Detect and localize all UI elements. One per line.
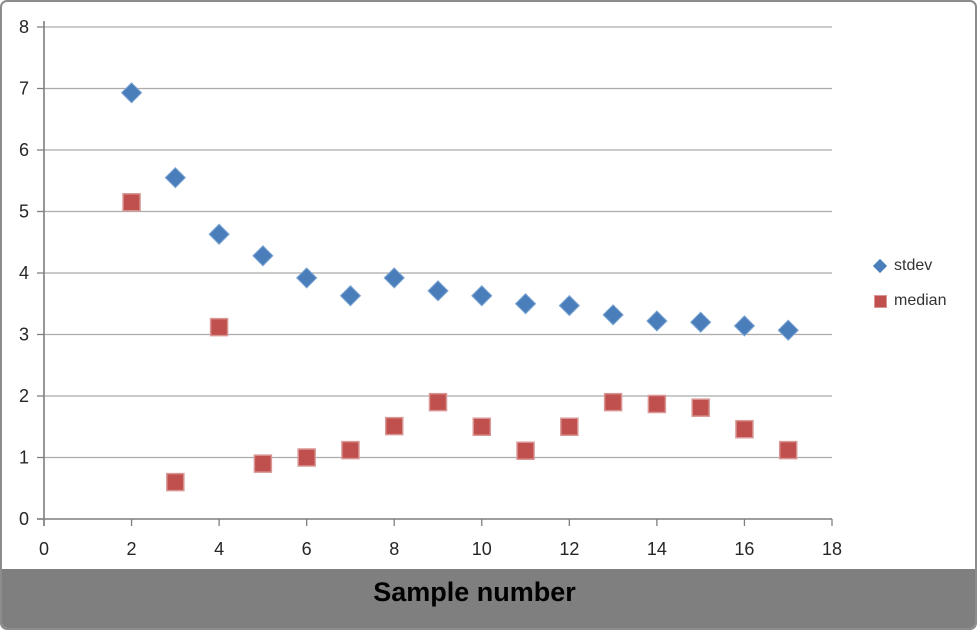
legend: stdev median [868, 255, 946, 312]
x-tick-label: 14 [647, 539, 667, 559]
median-square-icon [874, 294, 887, 308]
y-tick-label: 3 [19, 325, 29, 345]
y-tick-label: 8 [19, 17, 29, 37]
data-point-median [166, 472, 185, 492]
data-point-median [428, 392, 448, 412]
data-point-median [778, 440, 798, 460]
y-tick-label: 1 [19, 448, 29, 468]
x-axis-title-band: Sample number [2, 569, 975, 628]
legend-label-median: median [894, 292, 947, 309]
data-point-stdev [164, 166, 187, 189]
y-tick-label: 7 [19, 79, 29, 99]
stdev-diamond-icon [872, 258, 888, 274]
data-point-median [603, 392, 623, 412]
x-tick-label: 6 [302, 539, 312, 559]
data-point-stdev [777, 319, 799, 341]
data-point-stdev [120, 82, 143, 104]
data-point-median [209, 317, 229, 337]
data-point-median [253, 454, 273, 473]
x-tick-label: 2 [127, 539, 137, 559]
legend-item-stdev: stdev [868, 255, 946, 277]
data-point-median [384, 416, 404, 436]
y-tick-label: 4 [19, 263, 29, 283]
data-point-median [341, 440, 360, 460]
data-point-median [560, 417, 579, 436]
y-tick-label: 2 [19, 386, 29, 406]
x-tick-label: 0 [39, 539, 49, 559]
legend-label-stdev: stdev [894, 257, 933, 274]
y-tick-label: 6 [19, 140, 29, 160]
data-point-stdev [646, 310, 668, 332]
data-point-stdev [733, 315, 756, 337]
data-point-median [297, 448, 316, 467]
data-point-stdev [689, 311, 712, 333]
x-tick-label: 10 [472, 539, 492, 559]
x-tick-label: 16 [734, 539, 754, 559]
data-point-stdev [339, 285, 362, 307]
x-tick-label: 18 [822, 539, 842, 559]
data-point-stdev [208, 223, 230, 245]
y-tick-label: 5 [19, 202, 29, 222]
data-point-stdev [295, 267, 318, 289]
data-point-median [516, 441, 535, 460]
x-tick-label: 12 [559, 539, 579, 559]
data-point-median [472, 417, 492, 436]
data-point-median [691, 398, 710, 417]
data-point-stdev [383, 267, 405, 289]
data-point-stdev [471, 285, 493, 307]
data-point-median [122, 193, 141, 212]
data-point-stdev [514, 293, 537, 315]
y-tick-label: 0 [19, 509, 29, 529]
legend-item-median: median [868, 290, 946, 312]
data-point-stdev [558, 294, 581, 317]
data-point-stdev [427, 280, 449, 302]
data-point-median [647, 394, 667, 414]
x-axis-title: Sample number [373, 577, 576, 607]
x-tick-label: 4 [214, 539, 224, 559]
x-tick-label: 8 [389, 539, 399, 559]
data-point-stdev [602, 304, 624, 326]
data-point-stdev [252, 245, 274, 267]
data-point-median [735, 419, 754, 439]
